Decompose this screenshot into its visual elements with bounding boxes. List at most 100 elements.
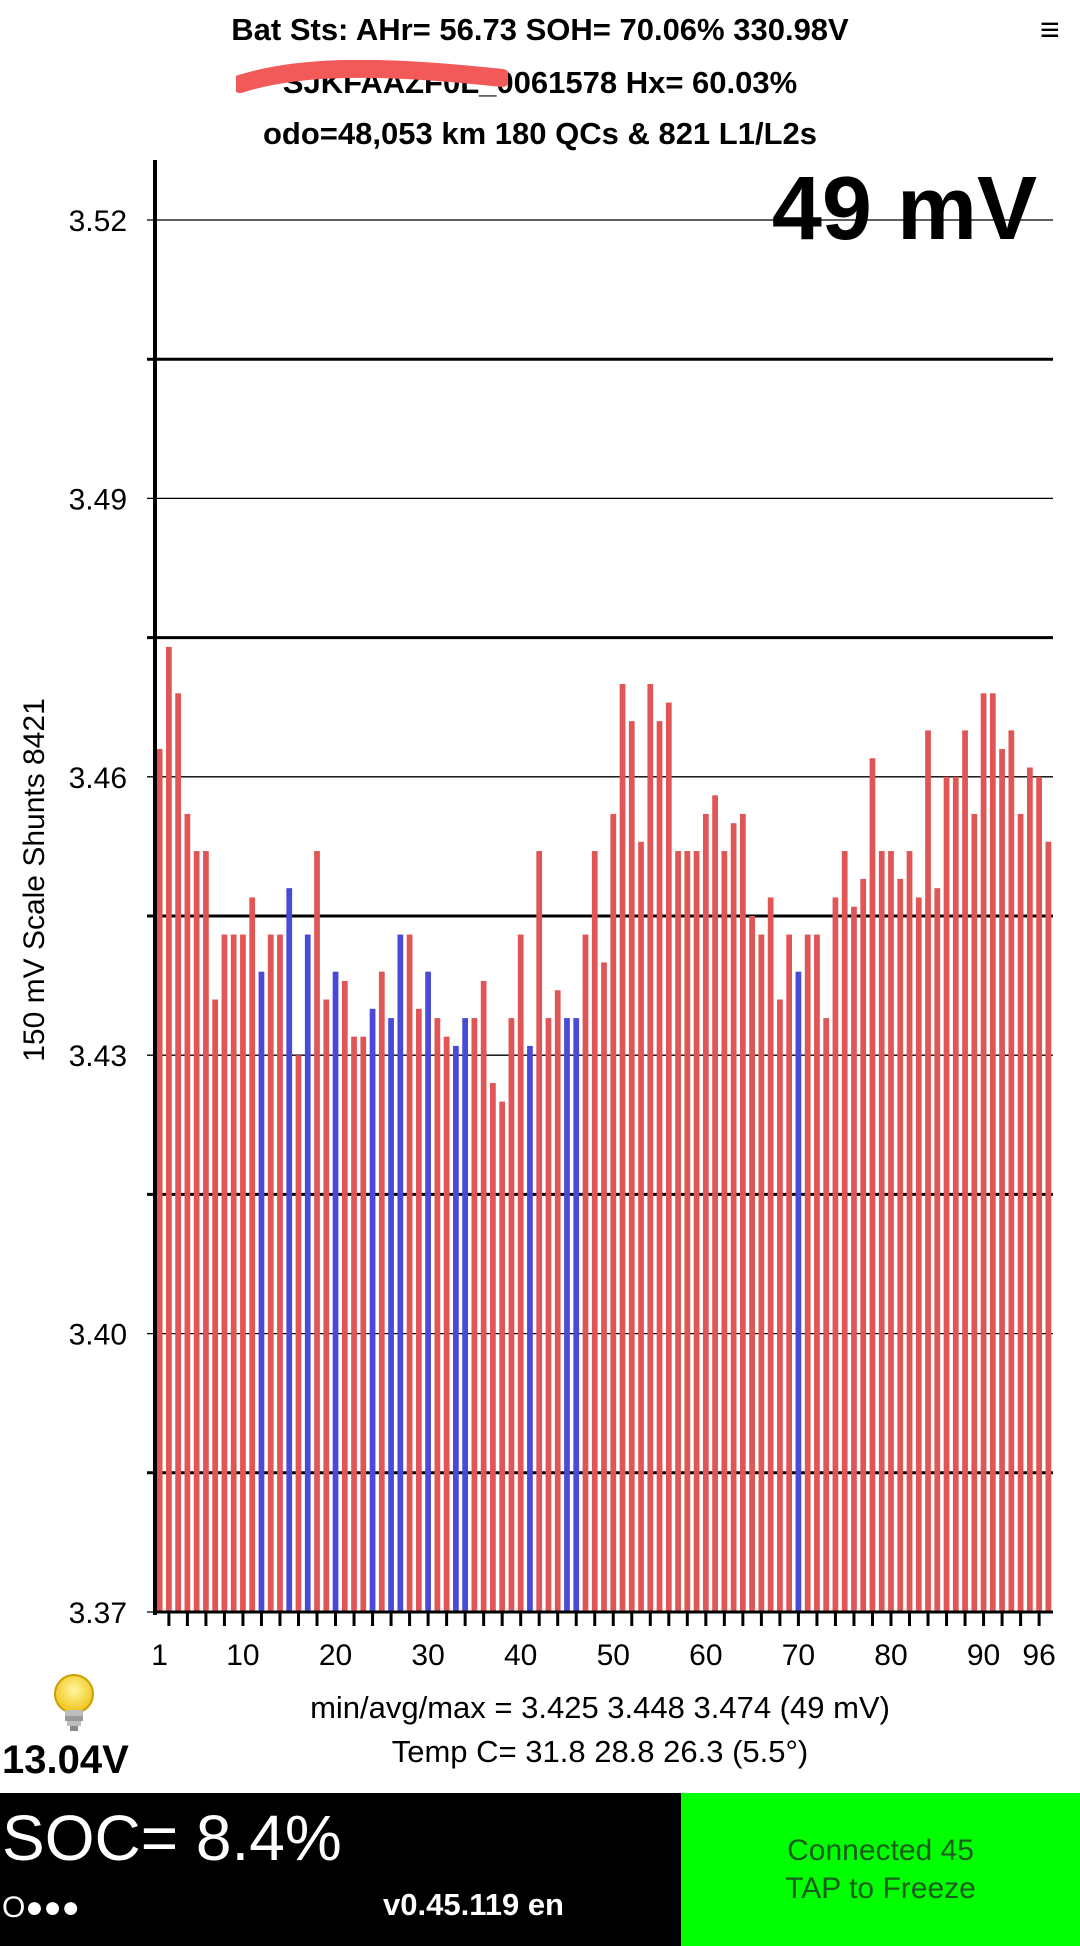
y-tick-label: 3.40 — [69, 1319, 127, 1352]
bar-cell-68 — [777, 999, 783, 1612]
aux-battery-voltage: 13.04V — [2, 1738, 129, 1782]
bar-cell-58 — [684, 851, 691, 1612]
menu-icon[interactable]: ≡ — [1040, 11, 1060, 49]
y-tick-label: 3.52 — [69, 205, 127, 238]
x-tick-label: 20 — [319, 1639, 352, 1672]
bar-cell-84 — [925, 730, 931, 1612]
axes — [153, 160, 1053, 1626]
bar-cell-67 — [767, 897, 774, 1612]
bar-cell-21 — [341, 980, 348, 1612]
bar-cell-2 — [166, 646, 172, 1612]
x-tick-label: 10 — [226, 1639, 259, 1672]
bar-cell-27 — [397, 934, 404, 1612]
bar-cell-82 — [906, 851, 913, 1612]
bar-cell-4 — [184, 813, 191, 1612]
bar-cell-11 — [249, 897, 256, 1612]
bar-cell-34 — [462, 1018, 468, 1612]
bar-cell-9 — [230, 934, 237, 1612]
bar-cell-75 — [841, 851, 848, 1612]
bar-cell-91 — [989, 693, 996, 1612]
bar-cell-87 — [952, 776, 959, 1612]
bar-cell-26 — [388, 1018, 394, 1612]
bar-cell-37 — [490, 1083, 496, 1612]
bar-cell-74 — [832, 897, 839, 1612]
battery-status-line: Bat Sts: AHr= 56.73 SOH= 70.06% 330.98V — [231, 12, 849, 47]
bar-cell-90 — [980, 693, 987, 1612]
bar-cell-92 — [999, 748, 1005, 1612]
bar-cell-78 — [869, 758, 876, 1612]
bar-cell-32 — [443, 1036, 450, 1612]
bar-cell-83 — [915, 897, 922, 1612]
bar-cell-25 — [378, 971, 385, 1612]
bar-cell-13 — [267, 934, 274, 1612]
bar-cell-60 — [702, 813, 709, 1612]
bar-cell-59 — [693, 851, 700, 1612]
bar-cell-94 — [1017, 813, 1024, 1612]
bar-cell-16 — [295, 1055, 302, 1612]
temperature-stats: Temp C= 31.8 28.8 26.3 (5.5°) — [391, 1734, 809, 1769]
bar-cell-89 — [971, 813, 978, 1612]
bar-cell-48 — [591, 851, 598, 1612]
bar-cell-22 — [351, 1036, 357, 1612]
bar-cell-62 — [721, 851, 728, 1612]
bar-cell-81 — [897, 878, 904, 1612]
bar-cell-6 — [203, 851, 209, 1612]
bar-cell-42 — [536, 851, 543, 1612]
bar-cell-66 — [758, 934, 765, 1612]
version-label: v0.45.119 en — [383, 1887, 564, 1922]
bar-cell-38 — [499, 1101, 506, 1612]
bar-cell-80 — [888, 851, 894, 1612]
bar-cell-36 — [480, 980, 487, 1612]
x-tick-label: 40 — [504, 1639, 537, 1672]
bar-cell-61 — [712, 795, 718, 1612]
bar-cell-93 — [1008, 730, 1015, 1612]
bar-cell-24 — [369, 1008, 376, 1612]
bar-cell-41 — [527, 1045, 533, 1612]
cell-voltage-chart: 3.52 3.49 3.46 3.43 3.40 3.37 1 10 20 30 40 50 60 70… — [18, 159, 1056, 1672]
bar-cell-79 — [878, 851, 885, 1612]
bar-cell-8 — [221, 934, 228, 1612]
bar-cell-76 — [851, 906, 857, 1612]
x-tick-label: 70 — [782, 1639, 815, 1672]
bar-cell-72 — [814, 934, 820, 1612]
bar-cell-47 — [582, 934, 589, 1612]
lightbulb-icon — [54, 1674, 94, 1731]
bar-cell-54 — [647, 684, 654, 1612]
y-tick-labels: 3.52 3.49 3.46 3.43 3.40 3.37 — [69, 205, 127, 1630]
bar-cell-35 — [471, 1018, 478, 1612]
bar-cell-64 — [740, 813, 746, 1612]
bar-cell-20 — [332, 971, 339, 1612]
x-tick-label: 96 — [1022, 1639, 1055, 1672]
bar-cell-71 — [804, 934, 811, 1612]
x-tick-label: 60 — [689, 1639, 722, 1672]
bar-cell-1 — [156, 748, 163, 1612]
freeze-hint: TAP to Freeze — [785, 1871, 976, 1905]
vin-health-line: SJKFAAZF0L_0061578 Hx= 60.03% — [282, 65, 798, 100]
redaction-mark — [236, 60, 508, 93]
y-tick-label: 3.49 — [69, 483, 127, 516]
bar-cell-63 — [730, 823, 737, 1612]
bar-cell-28 — [406, 934, 413, 1612]
bar-cell-56 — [665, 702, 672, 1612]
bar-cell-50 — [610, 813, 617, 1612]
y-tick-label: 3.37 — [69, 1597, 127, 1630]
bar-cell-73 — [823, 1018, 830, 1612]
freeze-button[interactable]: Connected 45 TAP to Freeze — [681, 1793, 1080, 1946]
bar-cell-10 — [240, 934, 246, 1612]
bar-cell-65 — [749, 916, 755, 1612]
connection-status: Connected 45 — [787, 1833, 974, 1867]
bar-cell-85 — [934, 888, 941, 1612]
bar-cell-46 — [573, 1018, 580, 1612]
soc-readout: SOC= 8.4% — [2, 1802, 342, 1874]
y-axis-label: 150 mV Scale Shunts 8421 — [18, 698, 51, 1062]
cell-bars — [156, 646, 1052, 1612]
bar-cell-53 — [638, 841, 644, 1612]
y-tick-label: 3.43 — [69, 1040, 127, 1073]
bar-cell-3 — [175, 693, 182, 1612]
bar-cell-55 — [656, 721, 663, 1612]
bar-cell-12 — [258, 971, 265, 1612]
bar-cell-31 — [434, 1018, 441, 1612]
bar-cell-57 — [675, 851, 681, 1612]
x-tick-label: 90 — [967, 1639, 1000, 1672]
bar-cell-95 — [1026, 767, 1033, 1612]
